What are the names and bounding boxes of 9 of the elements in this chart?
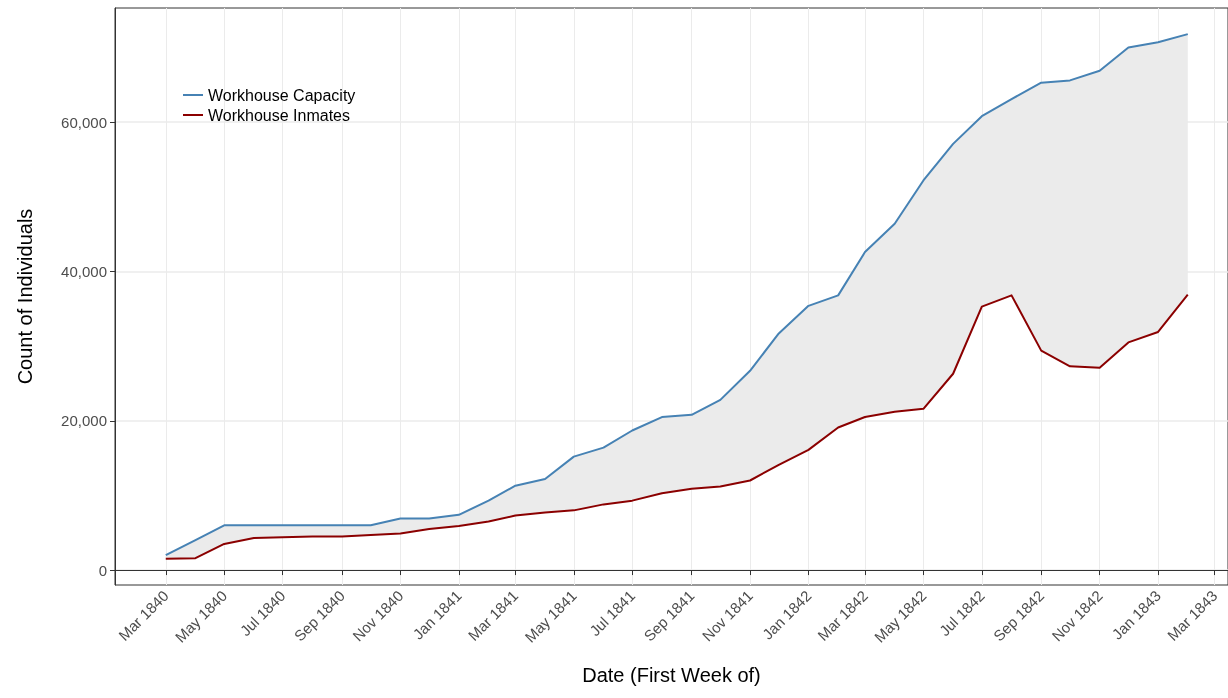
x-axis-title: Date (First Week of) xyxy=(582,664,761,686)
y-tick-label: 60,000 xyxy=(61,113,107,131)
y-axis-title: Count of Individuals xyxy=(14,208,36,385)
line-series xyxy=(164,293,1189,560)
y-tick-label: 0 xyxy=(98,561,107,579)
legend-label: Workhouse Inmates xyxy=(208,106,350,124)
y-tick-label: 40,000 xyxy=(61,262,107,280)
legend-label: Workhouse Capacity xyxy=(208,86,356,104)
y-tick-label: 20,000 xyxy=(61,412,107,430)
